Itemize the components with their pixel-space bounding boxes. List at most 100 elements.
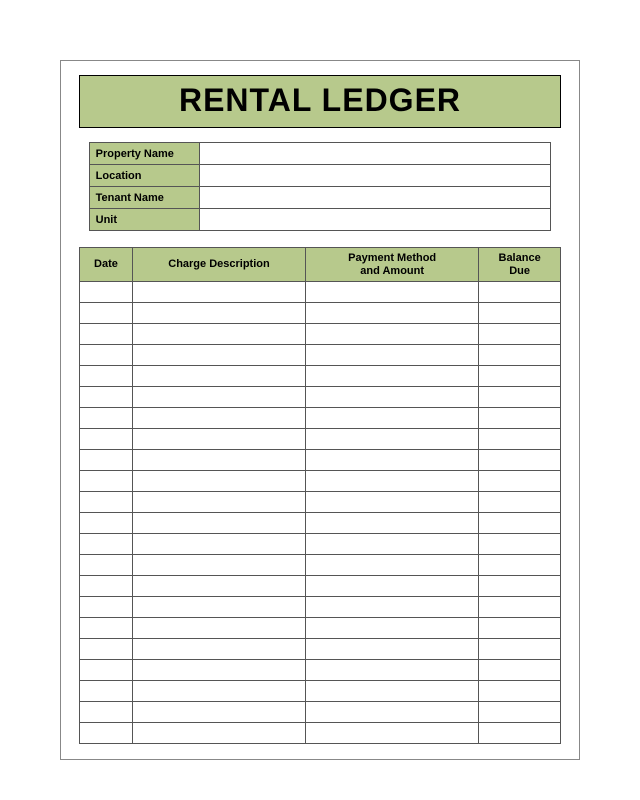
- ledger-cell[interactable]: [306, 723, 479, 744]
- ledger-cell[interactable]: [80, 387, 133, 408]
- ledger-cell[interactable]: [132, 576, 305, 597]
- ledger-cell[interactable]: [80, 492, 133, 513]
- ledger-cell[interactable]: [306, 282, 479, 303]
- ledger-cell[interactable]: [479, 450, 561, 471]
- ledger-cell[interactable]: [80, 702, 133, 723]
- ledger-cell[interactable]: [306, 597, 479, 618]
- ledger-cell[interactable]: [306, 618, 479, 639]
- ledger-cell[interactable]: [479, 597, 561, 618]
- ledger-row: [80, 324, 561, 345]
- ledger-cell[interactable]: [132, 429, 305, 450]
- ledger-cell[interactable]: [132, 723, 305, 744]
- ledger-cell[interactable]: [132, 702, 305, 723]
- ledger-cell[interactable]: [479, 513, 561, 534]
- ledger-cell[interactable]: [80, 534, 133, 555]
- ledger-cell[interactable]: [80, 723, 133, 744]
- ledger-cell[interactable]: [132, 513, 305, 534]
- ledger-row: [80, 429, 561, 450]
- ledger-cell[interactable]: [479, 471, 561, 492]
- ledger-cell[interactable]: [306, 702, 479, 723]
- ledger-cell[interactable]: [306, 366, 479, 387]
- ledger-cell[interactable]: [306, 681, 479, 702]
- ledger-cell[interactable]: [132, 660, 305, 681]
- ledger-cell[interactable]: [306, 660, 479, 681]
- ledger-cell[interactable]: [132, 450, 305, 471]
- ledger-cell[interactable]: [479, 324, 561, 345]
- ledger-cell[interactable]: [132, 639, 305, 660]
- ledger-cell[interactable]: [479, 366, 561, 387]
- ledger-cell[interactable]: [80, 324, 133, 345]
- ledger-cell[interactable]: [306, 471, 479, 492]
- ledger-cell[interactable]: [479, 282, 561, 303]
- ledger-cell[interactable]: [479, 639, 561, 660]
- ledger-cell[interactable]: [80, 513, 133, 534]
- ledger-cell[interactable]: [80, 282, 133, 303]
- ledger-cell[interactable]: [80, 576, 133, 597]
- ledger-cell[interactable]: [80, 471, 133, 492]
- ledger-cell[interactable]: [479, 702, 561, 723]
- ledger-cell[interactable]: [132, 387, 305, 408]
- ledger-cell[interactable]: [306, 534, 479, 555]
- ledger-cell[interactable]: [80, 303, 133, 324]
- col-header-payment: Payment Methodand Amount: [306, 248, 479, 282]
- ledger-cell[interactable]: [80, 681, 133, 702]
- ledger-cell[interactable]: [132, 618, 305, 639]
- info-value-tenant[interactable]: [199, 187, 551, 209]
- ledger-cell[interactable]: [80, 639, 133, 660]
- ledger-cell[interactable]: [306, 387, 479, 408]
- ledger-cell[interactable]: [132, 471, 305, 492]
- ledger-cell[interactable]: [479, 492, 561, 513]
- ledger-cell[interactable]: [80, 366, 133, 387]
- ledger-cell[interactable]: [479, 408, 561, 429]
- ledger-cell[interactable]: [132, 282, 305, 303]
- ledger-cell[interactable]: [80, 345, 133, 366]
- ledger-cell[interactable]: [80, 660, 133, 681]
- info-value-property[interactable]: [199, 143, 551, 165]
- ledger-cell[interactable]: [80, 450, 133, 471]
- ledger-cell[interactable]: [306, 345, 479, 366]
- ledger-cell[interactable]: [80, 597, 133, 618]
- ledger-cell[interactable]: [479, 660, 561, 681]
- ledger-cell[interactable]: [80, 408, 133, 429]
- ledger-cell[interactable]: [479, 345, 561, 366]
- ledger-cell[interactable]: [306, 429, 479, 450]
- ledger-cell[interactable]: [479, 576, 561, 597]
- ledger-cell[interactable]: [132, 408, 305, 429]
- ledger-cell[interactable]: [479, 387, 561, 408]
- ledger-cell[interactable]: [132, 534, 305, 555]
- ledger-cell[interactable]: [132, 303, 305, 324]
- ledger-row: [80, 303, 561, 324]
- ledger-cell[interactable]: [80, 429, 133, 450]
- ledger-cell[interactable]: [306, 639, 479, 660]
- ledger-cell[interactable]: [306, 324, 479, 345]
- ledger-cell[interactable]: [80, 555, 133, 576]
- ledger-cell[interactable]: [80, 618, 133, 639]
- ledger-cell[interactable]: [306, 450, 479, 471]
- info-value-unit[interactable]: [199, 209, 551, 231]
- ledger-cell[interactable]: [306, 513, 479, 534]
- ledger-cell[interactable]: [132, 597, 305, 618]
- ledger-cell[interactable]: [132, 492, 305, 513]
- ledger-row: [80, 387, 561, 408]
- info-value-location[interactable]: [199, 165, 551, 187]
- ledger-cell[interactable]: [479, 534, 561, 555]
- ledger-cell[interactable]: [132, 555, 305, 576]
- info-label-unit: Unit: [89, 209, 199, 231]
- ledger-row: [80, 723, 561, 744]
- ledger-cell[interactable]: [479, 555, 561, 576]
- info-row: Property Name: [89, 143, 551, 165]
- ledger-cell[interactable]: [132, 345, 305, 366]
- ledger-cell[interactable]: [132, 324, 305, 345]
- ledger-cell[interactable]: [479, 723, 561, 744]
- ledger-cell[interactable]: [306, 576, 479, 597]
- ledger-cell[interactable]: [306, 492, 479, 513]
- ledger-cell[interactable]: [306, 303, 479, 324]
- ledger-cell[interactable]: [132, 366, 305, 387]
- ledger-cell[interactable]: [479, 429, 561, 450]
- ledger-cell[interactable]: [306, 408, 479, 429]
- ledger-cell[interactable]: [479, 303, 561, 324]
- ledger-cell[interactable]: [479, 618, 561, 639]
- ledger-cell[interactable]: [132, 681, 305, 702]
- ledger-cell[interactable]: [306, 555, 479, 576]
- ledger-cell[interactable]: [479, 681, 561, 702]
